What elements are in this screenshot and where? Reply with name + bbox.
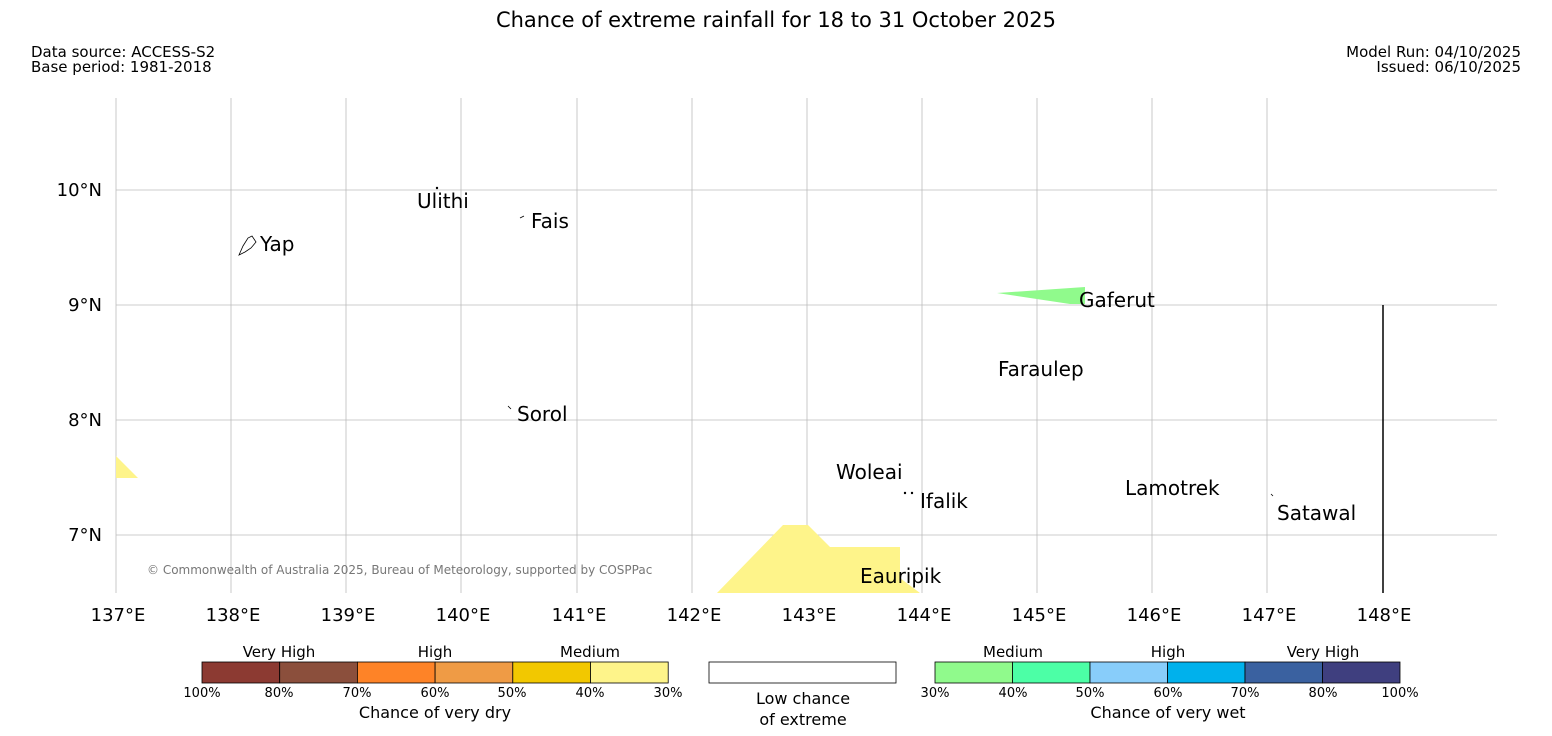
- dry-legend-swatch: [434, 661, 514, 684]
- lon-tick-label: 146°E: [1127, 605, 1182, 626]
- place-label: Faraulep: [998, 357, 1084, 381]
- place-label: Fais: [531, 209, 569, 233]
- place-label: Sorol: [517, 402, 568, 426]
- run-info: Model Run: 04/10/2025 Issued: 06/10/2025: [1346, 45, 1521, 75]
- wet-legend-swatch: [1012, 661, 1091, 684]
- dry-tick-label: 50%: [498, 686, 527, 701]
- dry-tick-label: 70%: [343, 686, 372, 701]
- dry-tick-label: 40%: [576, 686, 605, 701]
- sorol-island: [507, 405, 512, 410]
- lat-tick-label: 8°N: [68, 410, 102, 431]
- forecast-areas: [116, 287, 1085, 593]
- lat-tick-label: 10°N: [57, 180, 102, 201]
- lon-tick-label: 138°E: [206, 605, 261, 626]
- place-label: Lamotrek: [1125, 476, 1220, 500]
- wet-group-label: Very High: [1287, 643, 1360, 661]
- lon-tick-label: 144°E: [897, 605, 952, 626]
- low-chance-label-1: Low chance: [756, 689, 850, 708]
- ifalik-island-a: [903, 491, 907, 495]
- lon-tick-label: 148°E: [1357, 605, 1412, 626]
- place-label: Ifalik: [920, 489, 968, 513]
- data-source: Data source: ACCESS-S2: [31, 43, 216, 61]
- dry-group-label: High: [418, 643, 452, 661]
- wet-legend-swatch: [934, 661, 1013, 684]
- medium-dry-area-west: [116, 456, 138, 478]
- islands: [238, 186, 1274, 497]
- satawal-island: [1270, 493, 1274, 497]
- wet-tick-label: 50%: [1076, 686, 1105, 701]
- low-chance-label-2: of extreme: [759, 710, 846, 729]
- place-label: Satawal: [1277, 501, 1356, 525]
- wet-group-label: High: [1151, 643, 1185, 661]
- dry-legend-swatch: [356, 661, 436, 684]
- dry-legend: Very High High Medium 100% 80% 70% 60% 5…: [183, 643, 682, 722]
- low-chance-legend: Low chance of extreme: [708, 661, 897, 729]
- lat-tick-label: 7°N: [68, 525, 102, 546]
- lon-tick-label: 137°E: [91, 605, 146, 626]
- dry-legend-swatch: [512, 661, 591, 684]
- issued-date: Issued: 06/10/2025: [1376, 58, 1521, 76]
- place-label: Gaferut: [1079, 288, 1155, 312]
- dry-group-label: Very High: [243, 643, 316, 661]
- dry-tick-label: 30%: [654, 686, 683, 701]
- wet-tick-label: 70%: [1231, 686, 1260, 701]
- lat-tick-label: 9°N: [68, 295, 102, 316]
- ifalik-island-b: [910, 491, 914, 495]
- wet-legend: Medium High Very High 30% 40% 50% 60% 70…: [921, 643, 1419, 722]
- chart-title: Chance of extreme rainfall for 18 to 31 …: [495, 8, 1057, 32]
- yap-island-outline: [238, 235, 257, 256]
- wet-legend-swatch: [1167, 661, 1246, 684]
- dry-tick-label: 100%: [183, 686, 220, 701]
- wet-tick-label: 80%: [1309, 686, 1338, 701]
- model-run: Model Run: 04/10/2025: [1346, 43, 1521, 61]
- fais-island: [519, 215, 525, 219]
- lon-tick-label: 141°E: [552, 605, 607, 626]
- dry-legend-title: Chance of very dry: [359, 703, 511, 722]
- lon-tick-label: 147°E: [1242, 605, 1297, 626]
- wet-legend-swatch: [1322, 661, 1401, 684]
- place-label: Eauripik: [860, 564, 942, 588]
- wet-group-label: Medium: [983, 643, 1043, 661]
- place-label: Woleai: [836, 460, 903, 484]
- gridlines: [115, 98, 1497, 593]
- copyright-notice: © Commonwealth of Australia 2025, Bureau…: [147, 563, 652, 577]
- lon-tick-label: 142°E: [667, 605, 722, 626]
- dry-legend-swatch: [590, 661, 669, 684]
- lon-tick-label: 139°E: [321, 605, 376, 626]
- place-label: Yap: [259, 232, 294, 256]
- source-info: Data source: ACCESS-S2 Base period: 1981…: [31, 45, 215, 75]
- lon-tick-label: 145°E: [1012, 605, 1067, 626]
- wet-tick-label: 100%: [1381, 686, 1418, 701]
- dry-group-label: Medium: [560, 643, 620, 661]
- dry-legend-swatch: [201, 661, 281, 684]
- base-period: Base period: 1981-2018: [31, 58, 212, 76]
- place-label: Ulithi: [417, 189, 469, 213]
- dry-tick-label: 80%: [265, 686, 294, 701]
- low-chance-swatch: [708, 661, 897, 684]
- medium-dry-area-south: [717, 525, 920, 593]
- lon-tick-label: 143°E: [782, 605, 837, 626]
- ulithi-island: [435, 186, 439, 190]
- wet-legend-swatch: [1089, 661, 1168, 684]
- wet-tick-label: 40%: [999, 686, 1028, 701]
- wet-legend-title: Chance of very wet: [1090, 703, 1245, 722]
- lon-tick-label: 140°E: [436, 605, 491, 626]
- wet-legend-swatch: [1244, 661, 1323, 684]
- medium-wet-area-gaferut: [997, 287, 1085, 304]
- dry-tick-label: 60%: [421, 686, 450, 701]
- wet-tick-label: 60%: [1154, 686, 1183, 701]
- wet-tick-label: 30%: [921, 686, 950, 701]
- dry-legend-swatch: [279, 661, 358, 684]
